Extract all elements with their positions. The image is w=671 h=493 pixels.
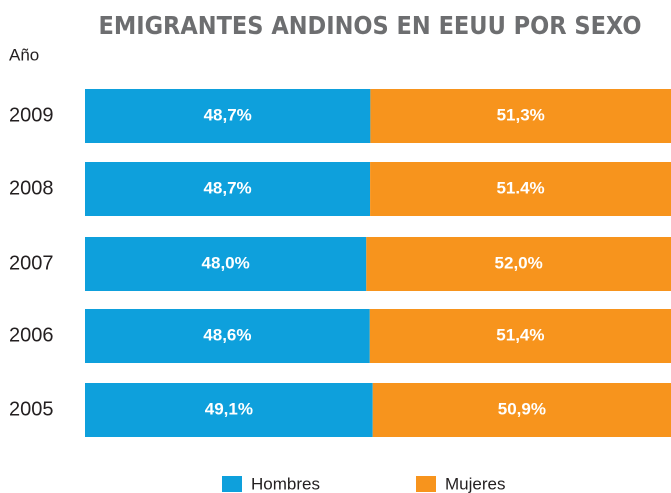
bar-segment bbox=[85, 89, 371, 143]
bar-segment bbox=[370, 89, 671, 143]
legend-label: Mujeres bbox=[445, 474, 505, 493]
y-tick-label: 2007 bbox=[9, 252, 54, 274]
legend-swatch bbox=[416, 476, 436, 492]
data-label: 51.4% bbox=[496, 178, 544, 197]
bar-segment bbox=[85, 162, 371, 216]
y-tick-label: 2005 bbox=[9, 398, 54, 420]
bar-segment bbox=[366, 237, 671, 291]
legend-label: Hombres bbox=[251, 474, 320, 493]
data-label: 50,9% bbox=[498, 399, 546, 418]
data-label: 51,4% bbox=[496, 325, 544, 344]
bar-segment bbox=[85, 383, 373, 437]
bar-segment bbox=[370, 162, 671, 216]
chart-title: EMIGRANTES ANDINOS EN EEUU POR SEXO bbox=[98, 11, 641, 40]
data-label: 48,7% bbox=[203, 178, 251, 197]
bar-segment bbox=[369, 309, 671, 363]
data-label: 48,0% bbox=[202, 253, 250, 272]
data-label: 51,3% bbox=[497, 105, 545, 124]
bar-segment bbox=[372, 383, 671, 437]
data-label: 52,0% bbox=[495, 253, 543, 272]
y-tick-label: 2008 bbox=[9, 177, 54, 199]
legend-swatch bbox=[222, 476, 242, 492]
bar-segment bbox=[85, 237, 367, 291]
data-label: 48,6% bbox=[203, 325, 251, 344]
data-label: 49,1% bbox=[205, 399, 253, 418]
y-tick-label: 2006 bbox=[9, 324, 54, 346]
data-label: 48,7% bbox=[204, 105, 252, 124]
y-tick-label: 2009 bbox=[9, 104, 54, 126]
bar-segment bbox=[85, 309, 370, 363]
y-axis-label: Año bbox=[9, 45, 39, 64]
